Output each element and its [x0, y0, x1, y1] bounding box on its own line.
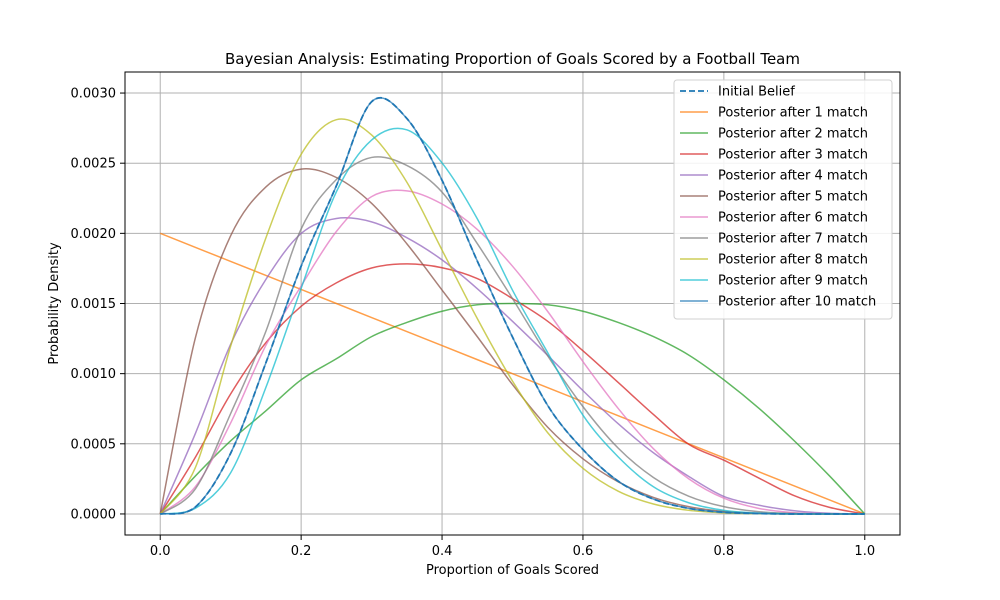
legend-entry: Posterior after 3 match	[718, 148, 868, 163]
legend-entry: Posterior after 7 match	[718, 232, 868, 247]
series-line-9	[160, 127, 865, 515]
legend-box	[673, 79, 893, 320]
x-tick-label: 1.0	[854, 544, 875, 559]
legend-entry: Posterior after 10 match	[718, 295, 876, 310]
legend-entry: Posterior after 5 match	[718, 190, 868, 205]
x-axis-label: Proportion of Goals Scored	[426, 563, 599, 578]
series-line-2	[159, 302, 866, 515]
ticks: 0.0 0.2 0.4 0.6 0.8 1.0 0.0000 0.0005 0.0010 0.00…	[71, 87, 876, 559]
x-tick-label: 0.6	[573, 544, 594, 559]
series-line-4	[159, 216, 865, 515]
y-tick-label: 0.0025	[71, 157, 117, 172]
series-line-0	[160, 96, 865, 515]
y-tick-label: 0.0015	[71, 297, 117, 312]
legend-entry: Posterior after 6 match	[718, 211, 868, 226]
x-tick-label: 0.8	[714, 544, 735, 559]
x-tick-label: 0.4	[432, 544, 453, 559]
y-tick-label: 0.0020	[71, 227, 117, 242]
series-line-1	[159, 232, 866, 515]
y-tick-label: 0.0010	[71, 367, 117, 382]
x-tick-label: 0.0	[150, 544, 171, 559]
chart-title: Bayesian Analysis: Estimating Proportion…	[225, 50, 800, 68]
series-line-7	[159, 156, 865, 515]
legend-entry: Initial Belief	[718, 85, 795, 100]
legend-entry: Posterior after 8 match	[718, 253, 868, 268]
series-line-6	[159, 189, 865, 515]
y-tick-label: 0.0030	[71, 87, 117, 102]
legend: Initial Belief Posterior after 1 match Pos…	[673, 79, 893, 320]
y-axis-label: Probability Density	[47, 242, 62, 365]
legend-entry: Posterior after 9 match	[718, 274, 868, 289]
y-tick-label: 0.0005	[71, 437, 117, 452]
legend-entry: Posterior after 2 match	[718, 127, 868, 142]
series-layer	[159, 96, 866, 515]
y-tick-label: 0.0000	[71, 507, 117, 522]
legend-entry: Posterior after 4 match	[718, 169, 868, 184]
legend-entry: Posterior after 1 match	[718, 106, 868, 121]
x-tick-label: 0.2	[291, 544, 312, 559]
